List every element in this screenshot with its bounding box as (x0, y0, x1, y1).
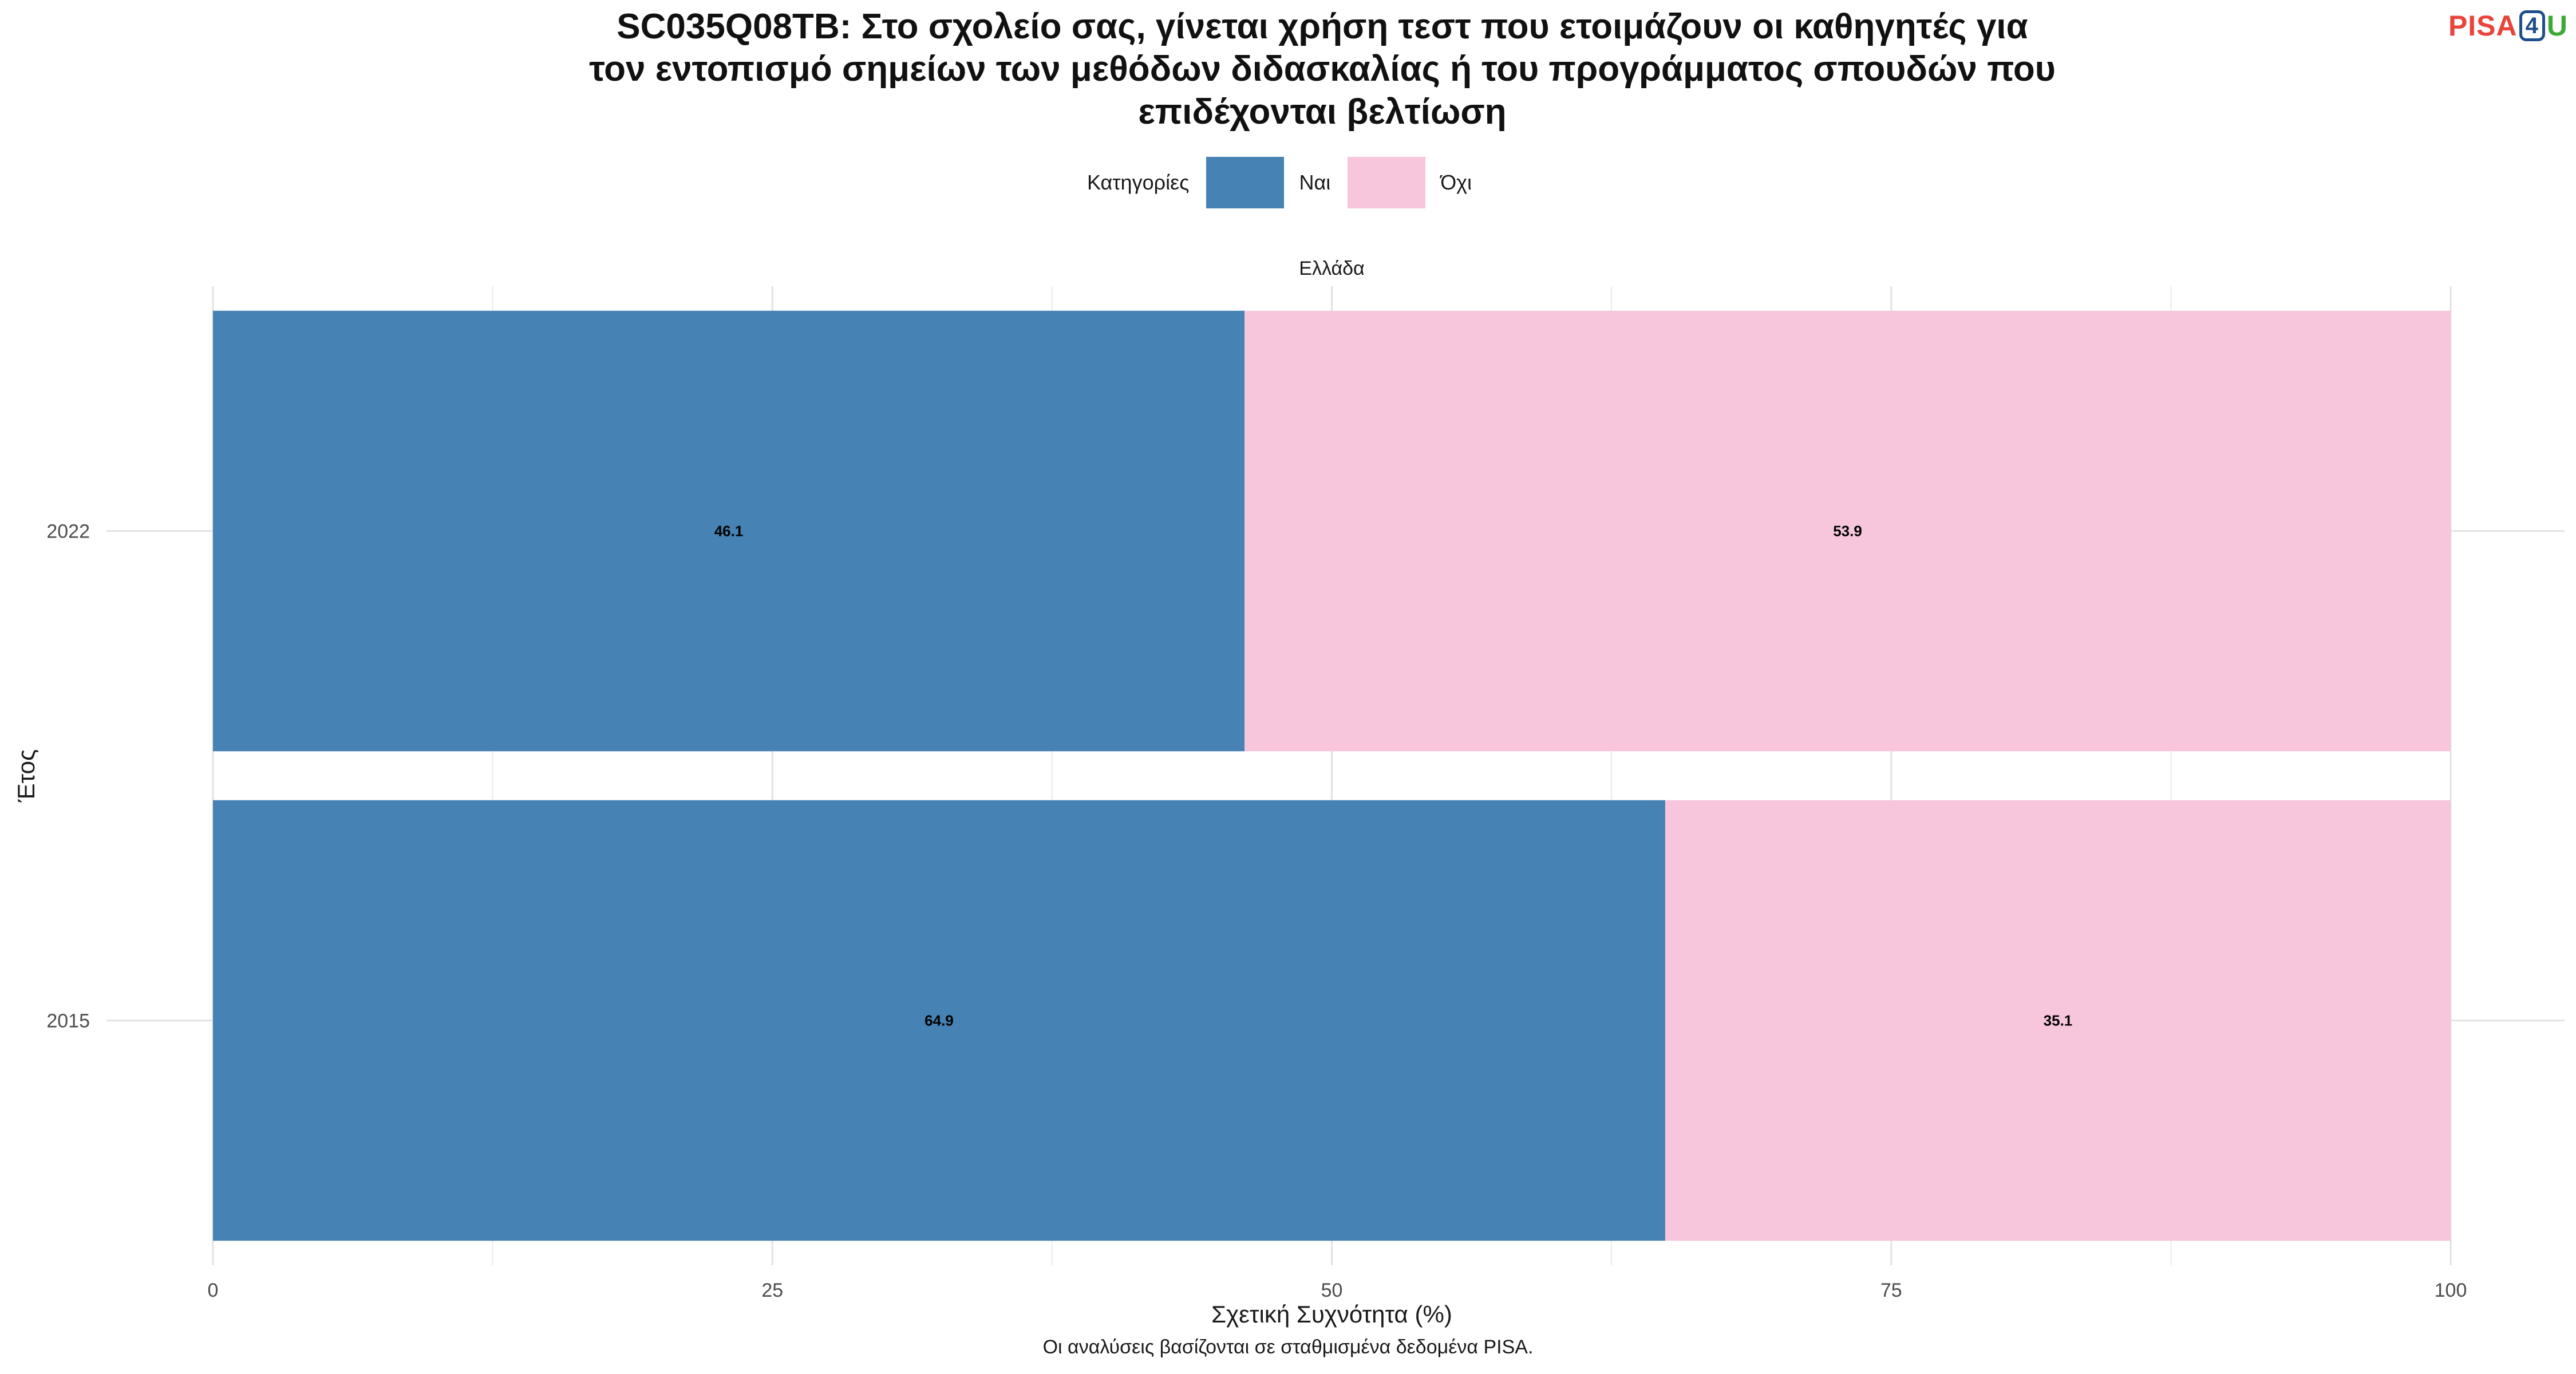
chart-title-line: επιδέχονται βελτίωση (1138, 92, 1507, 132)
bar-value-label: 53.9 (1833, 523, 1862, 540)
bar-segment (1244, 310, 2451, 752)
logo-pisa-text: PISA (2448, 10, 2518, 42)
chart-caption: Οι αναλύσεις βασίζονται σε σταθμισμένα δ… (1042, 1336, 1534, 1358)
logo-four-badge: 4 (2519, 10, 2545, 41)
chart-title-line: SC035Q08TB: Στο σχολείο σας, γίνεται χρή… (617, 7, 2028, 46)
pisa4u-logo: PISA 4 U (2448, 9, 2568, 42)
x-tick-label: 75 (1880, 1280, 1902, 1301)
bar-value-label: 64.9 (924, 1012, 954, 1029)
x-tick-label: 25 (761, 1280, 783, 1301)
x-tick-label: 0 (208, 1280, 219, 1301)
y-axis-title: Έτος (13, 749, 39, 803)
chart-title: SC035Q08TB: Στο σχολείο σας, γίνεται χρή… (378, 6, 2267, 133)
legend-item: Όχι (1348, 157, 1472, 208)
bar-segment (213, 800, 1665, 1241)
legend-item: Ναι (1206, 157, 1330, 208)
legend-label: Όχι (1440, 171, 1472, 194)
bar-value-label: 46.1 (714, 523, 744, 540)
legend-title: Κατηγορίες (1086, 171, 1190, 194)
y-tick-label: 2015 (46, 1010, 90, 1032)
legend: Κατηγορίες Ναι Όχι (0, 157, 2576, 208)
x-tick-label: 50 (1321, 1280, 1343, 1301)
legend-swatch (1206, 157, 1285, 208)
facet-label: Ελλάδα (1299, 258, 1364, 279)
legend-swatch (1348, 157, 1426, 208)
y-tick-label: 2022 (46, 521, 90, 543)
x-tick-label: 100 (2435, 1280, 2467, 1301)
legend-label: Ναι (1299, 171, 1331, 194)
logo-u-text: U (2546, 10, 2568, 42)
chart-title-line: τον εντοπισμό σημείων των μεθόδων διδασκ… (589, 49, 2056, 89)
x-axis-title: Σχετική Συχνότητα (%) (1211, 1301, 1452, 1328)
bar-value-label: 35.1 (2044, 1012, 2073, 1029)
bar-segment (213, 310, 1245, 752)
bar-segment (1665, 800, 2451, 1241)
